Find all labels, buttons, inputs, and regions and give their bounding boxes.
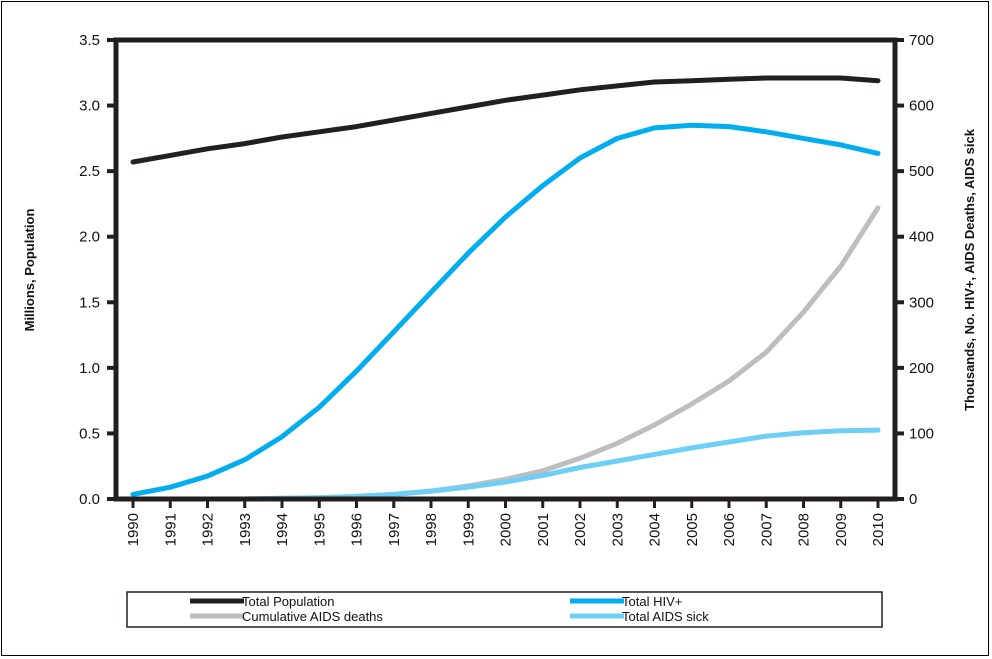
x-tick-label: 1992 (200, 513, 217, 546)
right-y-tick-label: 100 (909, 425, 934, 442)
x-tick-label: 2006 (721, 513, 738, 546)
legend-label-total-population: Total Population (242, 594, 335, 609)
right-y-tick-label: 600 (909, 98, 934, 115)
right-y-tick-label: 700 (909, 32, 934, 49)
x-tick-label: 1999 (460, 513, 477, 546)
x-tick-label: 2004 (647, 513, 664, 546)
x-tick-label: 2003 (609, 513, 626, 546)
series-line-total-aids-sick (130, 427, 881, 502)
plot-area-border (113, 37, 898, 502)
series-line-cumulative-aids-deaths (130, 205, 881, 502)
right-y-tick-label: 0 (909, 491, 917, 508)
left-y-tick-label: 1.0 (79, 360, 100, 377)
x-tick-label: 2000 (498, 513, 515, 546)
chart-lines-layer (130, 75, 881, 502)
legend-label-total-hiv: Total HIV+ (622, 594, 682, 609)
left-y-tick-label: 2.0 (79, 229, 100, 246)
x-tick-label: 1997 (386, 513, 403, 546)
right-y-tick-label: 400 (909, 229, 934, 246)
legend: Total Population Total HIV+ Cumulative AID… (126, 591, 883, 628)
x-tick-label: 1995 (311, 513, 328, 546)
left-axis-title: Millions, Population (22, 209, 37, 332)
legend-box (126, 591, 883, 628)
x-tick-label: 2001 (535, 513, 552, 546)
series-line-total-population (130, 75, 881, 165)
x-tick-label: 2007 (758, 513, 775, 546)
legend-label-total-aids-sick: Total AIDS sick (622, 609, 709, 624)
right-y-tick-label: 300 (909, 294, 934, 311)
left-y-tick-label: 0.5 (79, 425, 100, 442)
right-y-tick-label: 200 (909, 360, 934, 377)
series-line-total-hiv (130, 122, 881, 497)
left-y-tick-label: 2.5 (79, 163, 100, 180)
x-tick-label: 1994 (274, 513, 291, 546)
x-tick-label: 1993 (237, 513, 254, 546)
left-y-tick-label: 3.0 (79, 98, 100, 115)
right-y-tick-label: 500 (909, 163, 934, 180)
x-tick-label: 1991 (162, 513, 179, 546)
left-y-tick-label: 1.5 (79, 294, 100, 311)
left-y-tick-label: 0.0 (79, 491, 100, 508)
x-tick-label: 2002 (572, 513, 589, 546)
x-tick-label: 2005 (684, 513, 701, 546)
right-axis-title: Thousands, No. HIV+, AIDS Deaths, AIDS s… (962, 128, 977, 411)
x-tick-label: 2009 (833, 513, 850, 546)
legend-label-cumulative-aids-deaths: Cumulative AIDS deaths (242, 609, 383, 624)
axes-layer: 0.0 0.5 1.0 1.5 2.0 2.5 3.0 3.5 0 100 200 300 400 500… (79, 32, 934, 546)
x-tick-label: 1996 (349, 513, 366, 546)
x-tick-label: 1998 (423, 513, 440, 546)
x-tick-label: 2008 (796, 513, 813, 546)
left-y-tick-label: 3.5 (79, 32, 100, 49)
x-tick-label: 2010 (870, 513, 887, 546)
x-tick-label: 1990 (125, 513, 142, 546)
